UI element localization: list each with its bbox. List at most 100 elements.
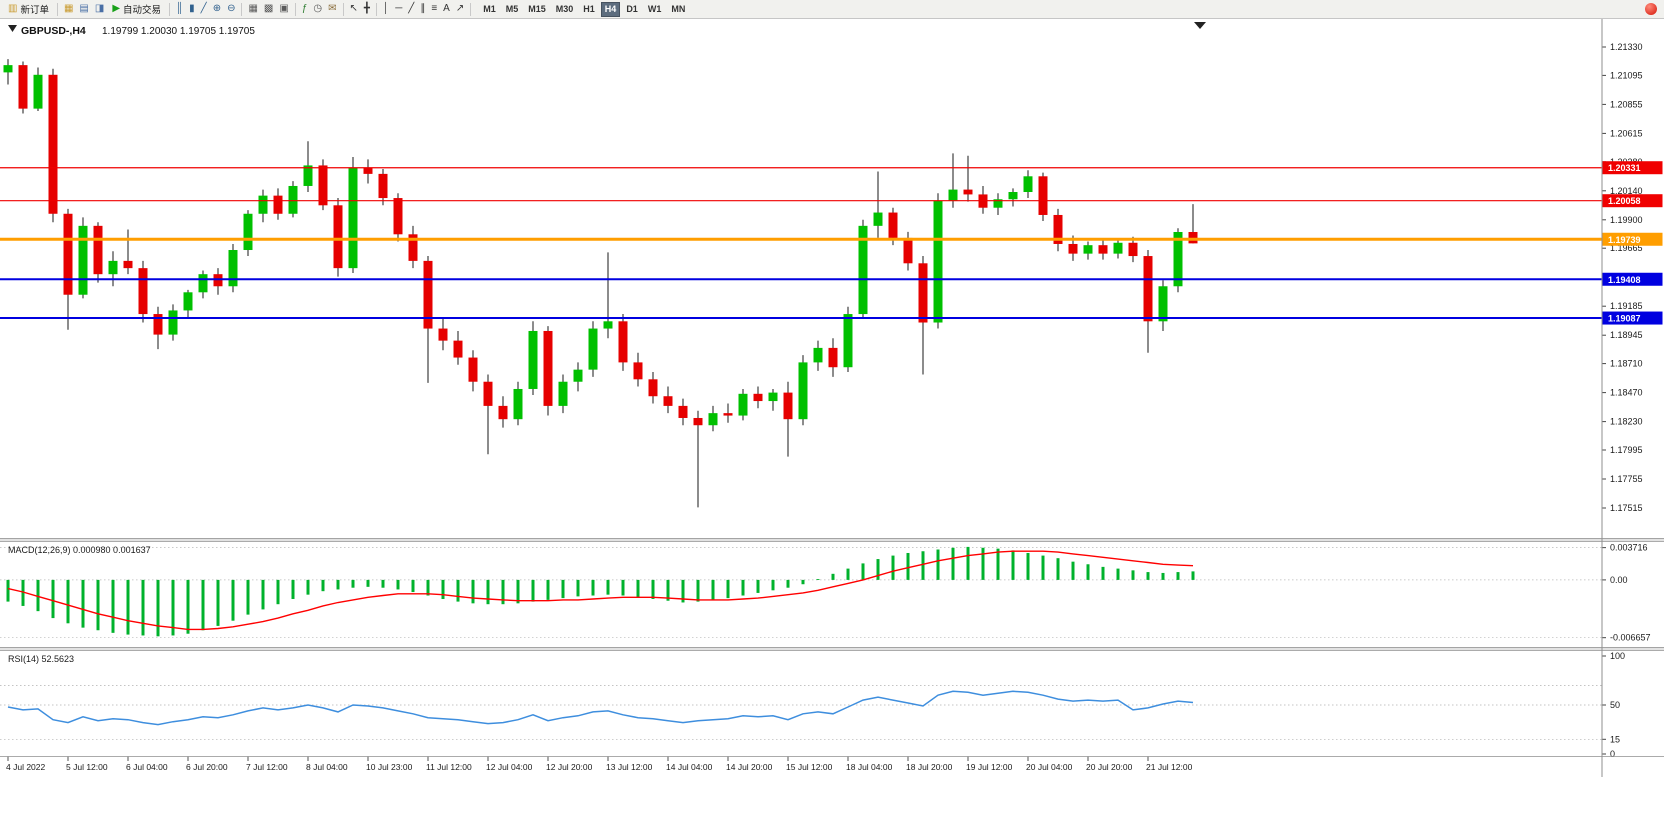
time-tick-label: 5 Jul 12:00 xyxy=(66,762,108,772)
crosshair-button[interactable]: ╋ xyxy=(361,1,373,17)
candle-body xyxy=(828,347,838,368)
macd-pane[interactable]: 0.003716 0.00 -0.006657 MACD(12,26,9) 0.000… xyxy=(0,543,1651,643)
candle-body xyxy=(948,189,958,201)
line-chart-button[interactable]: ╱ xyxy=(198,1,210,17)
timeframe-m30-button[interactable]: M30 xyxy=(552,2,578,17)
macd-histogram-bar xyxy=(936,549,940,580)
price-tick-label: 1.17755 xyxy=(1610,474,1643,484)
timeframe-h1-button[interactable]: H1 xyxy=(579,2,599,17)
timeframe-m1-button[interactable]: M1 xyxy=(479,2,500,17)
data-window-icon: ◨ xyxy=(94,3,105,14)
indicators-button[interactable]: ƒ xyxy=(299,1,311,17)
price-axis[interactable]: 1.213301.210951.208551.206151.203801.201… xyxy=(1602,42,1663,513)
macd-histogram-bar xyxy=(1071,561,1075,580)
price-tick-label: 1.20855 xyxy=(1610,99,1643,109)
periods-icon: ◷ xyxy=(313,3,323,14)
new-order-button[interactable]: ▥ 新订单 xyxy=(3,1,54,17)
candle-body xyxy=(498,405,508,420)
arrange-windows-icon: ▣ xyxy=(279,3,289,14)
price-tick-label: 1.18230 xyxy=(1610,417,1643,427)
macd-histogram-bar xyxy=(321,579,325,592)
toolbar: ▥ 新订单 ▦ ▤ ◨ ▶ 自动交易 ║ ▮ ╱ ⊕ ⊖ ▦ ▩ ▣ ƒ ◷ ✉ ↖ ╋ │ ─ ╱ ∥ ≡… xyxy=(0,0,1664,19)
macd-histogram-bar xyxy=(891,555,895,580)
macd-histogram-bar xyxy=(846,568,850,580)
chart-menu-icon[interactable] xyxy=(8,25,17,32)
channel-button[interactable]: ∥ xyxy=(417,1,428,17)
arrange-windows-button[interactable]: ▣ xyxy=(276,1,291,17)
candle-body xyxy=(93,225,103,275)
price-tag xyxy=(1602,272,1663,286)
timeframe-w1-button[interactable]: W1 xyxy=(644,2,666,17)
macd-histogram-bar xyxy=(1026,552,1030,580)
price-tick-label: 1.20615 xyxy=(1610,128,1643,138)
profiles-button[interactable]: ▤ xyxy=(76,1,91,17)
bar-chart-button[interactable]: ║ xyxy=(173,1,186,17)
macd-histogram-bar xyxy=(741,579,745,596)
news-button[interactable]: ✉ xyxy=(325,1,339,17)
candle-body xyxy=(18,65,28,109)
rsi-tick-label: 50 xyxy=(1610,700,1620,710)
macd-histogram-bar xyxy=(471,579,475,604)
candle-body xyxy=(348,167,358,269)
macd-histogram-bar xyxy=(516,579,520,604)
macd-histogram-bar xyxy=(801,579,805,585)
candle-body xyxy=(543,330,553,406)
timeframe-m5-button[interactable]: M5 xyxy=(502,2,523,17)
candlestick-chart-button[interactable]: ▮ xyxy=(186,1,198,17)
time-tick-label: 12 Jul 04:00 xyxy=(486,762,533,772)
pane-separator[interactable] xyxy=(0,647,1664,650)
bar-chart-icon: ║ xyxy=(176,3,184,14)
candle-body xyxy=(198,274,208,293)
vertical-line-button[interactable]: │ xyxy=(380,1,392,17)
time-axis[interactable]: 4 Jul 2022 5 Jul 12:00 6 Jul 04:00 6 Jul 20… xyxy=(6,756,1193,773)
candle-body xyxy=(63,213,73,295)
candle-body xyxy=(618,321,628,363)
fibonacci-button[interactable]: ≡ xyxy=(428,1,440,17)
macd-histogram-bar xyxy=(306,579,310,595)
cascade-windows-button[interactable]: ▩ xyxy=(261,1,276,17)
windows-group: ▦ ▩ ▣ xyxy=(245,1,291,17)
macd-tick-label: 0.00 xyxy=(1610,575,1628,585)
macd-histogram-bar xyxy=(711,579,715,600)
auto-trading-button[interactable]: ▶ 自动交易 xyxy=(107,1,166,17)
zoom-out-button[interactable]: ⊖ xyxy=(224,1,238,17)
price-tick-label: 1.18470 xyxy=(1610,388,1643,398)
zoom-in-button[interactable]: ⊕ xyxy=(210,1,224,17)
macd-histogram-bar xyxy=(636,579,640,598)
new-chart-button[interactable]: ▦ xyxy=(61,1,76,17)
candle-body xyxy=(453,340,463,358)
chart-svg[interactable]: GBPUSD-,H4 1.19799 1.20030 1.19705 1.1970… xyxy=(0,19,1664,829)
main-chart-pane[interactable]: GBPUSD-,H4 1.19799 1.20030 1.19705 1.1970… xyxy=(0,22,1602,508)
candle-body xyxy=(558,381,568,406)
horizontal-line-button[interactable]: ─ xyxy=(392,1,405,17)
macd-histogram-bar xyxy=(861,563,865,580)
price-tick-label: 1.17995 xyxy=(1610,445,1643,455)
macd-histogram-bar xyxy=(381,579,385,588)
time-tick-label: 20 Jul 20:00 xyxy=(1086,762,1133,772)
candle-body xyxy=(813,347,823,363)
rsi-pane[interactable]: 100 50 15 0 RSI(14) 52.5623 xyxy=(0,651,1625,759)
tile-windows-button[interactable]: ▦ xyxy=(245,1,260,17)
alert-icon[interactable] xyxy=(1645,3,1657,15)
pane-separator[interactable] xyxy=(0,538,1664,541)
macd-histogram-bar xyxy=(1056,558,1060,580)
timeframe-h4-button[interactable]: H4 xyxy=(600,1,621,17)
periods-button[interactable]: ◷ xyxy=(310,1,325,17)
macd-histogram-bar xyxy=(1131,570,1135,580)
price-tag xyxy=(1602,232,1663,246)
timeframe-mn-button[interactable]: MN xyxy=(667,2,689,17)
candle-body xyxy=(333,205,343,269)
trendline-button[interactable]: ╱ xyxy=(405,1,417,17)
macd-histogram-bar xyxy=(201,579,205,631)
price-tag xyxy=(1602,194,1663,208)
arrows-button[interactable]: ↗ xyxy=(453,1,467,17)
timeframe-m15-button[interactable]: M15 xyxy=(524,2,550,17)
data-window-button[interactable]: ◨ xyxy=(92,1,107,17)
macd-histogram-bar xyxy=(1116,568,1120,580)
cursor-button[interactable]: ↖ xyxy=(347,1,361,17)
trendline-icon: ╱ xyxy=(408,3,415,14)
timeframe-d1-button[interactable]: D1 xyxy=(622,2,642,17)
text-button[interactable]: A xyxy=(440,1,453,17)
macd-signal-line xyxy=(7,550,1194,631)
macd-histogram-bar xyxy=(951,547,955,580)
